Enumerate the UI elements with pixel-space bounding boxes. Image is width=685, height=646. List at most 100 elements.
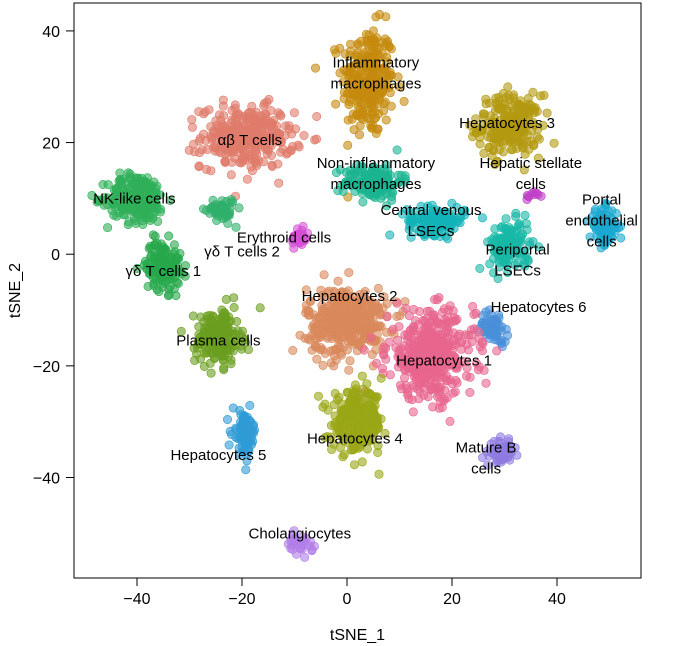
cluster-label: Hepatocytes 2: [302, 288, 398, 305]
data-point: [87, 190, 97, 200]
data-point: [344, 79, 354, 89]
data-point: [474, 327, 484, 337]
data-point: [494, 92, 504, 102]
data-point: [333, 186, 343, 196]
data-point: [359, 345, 369, 355]
data-point: [358, 115, 368, 125]
data-point: [274, 178, 284, 188]
data-point: [345, 356, 355, 366]
data-point: [523, 93, 533, 103]
data-point: [373, 89, 383, 99]
data-point: [310, 63, 320, 73]
data-point: [405, 325, 415, 335]
data-point: [116, 177, 126, 187]
data-point: [245, 400, 255, 410]
data-point: [206, 166, 216, 176]
data-point: [490, 159, 500, 169]
data-point: [477, 318, 487, 328]
data-point: [385, 70, 395, 80]
data-point: [481, 378, 491, 388]
data-point: [197, 145, 207, 155]
data-point: [255, 303, 265, 313]
cluster-label: Central venous: [381, 202, 482, 219]
data-point: [501, 324, 511, 334]
data-point: [402, 384, 412, 394]
data-point: [171, 291, 181, 301]
data-point: [475, 263, 485, 273]
data-point: [442, 376, 452, 386]
data-point: [310, 325, 320, 335]
y-tick-label: 40: [42, 24, 60, 41]
data-point: [229, 293, 239, 303]
data-point: [286, 543, 296, 553]
data-point: [347, 407, 357, 417]
cluster-label: Hepatocytes 4: [307, 430, 403, 447]
data-point: [449, 316, 459, 326]
data-point: [247, 137, 257, 147]
data-point: [143, 281, 153, 291]
data-point: [461, 371, 471, 381]
data-point: [490, 133, 500, 143]
data-point: [205, 358, 215, 368]
data-point: [173, 278, 183, 288]
data-point: [445, 416, 455, 426]
data-point: [371, 129, 381, 139]
data-point: [266, 141, 276, 151]
data-point: [519, 165, 529, 175]
data-point: [343, 115, 353, 125]
data-point: [223, 414, 233, 424]
data-point: [465, 387, 475, 397]
data-point: [371, 12, 381, 22]
data-point: [532, 107, 542, 117]
data-point: [357, 371, 367, 381]
data-point: [138, 220, 148, 230]
cluster-label: Portal: [582, 192, 621, 209]
data-point: [286, 146, 296, 156]
data-point: [379, 164, 389, 174]
data-point: [224, 145, 234, 155]
data-point: [139, 207, 149, 217]
data-point: [216, 115, 226, 125]
data-point: [431, 334, 441, 344]
data-point: [309, 541, 319, 551]
data-point: [444, 327, 454, 337]
data-point: [164, 231, 174, 241]
data-point: [471, 308, 481, 318]
data-point: [506, 225, 516, 235]
data-point: [356, 161, 366, 171]
data-point: [366, 103, 376, 113]
data-point: [539, 90, 549, 100]
data-point: [533, 124, 543, 134]
data-point: [189, 139, 199, 149]
data-point: [258, 157, 268, 167]
cluster-label: Hepatocytes 3: [459, 115, 555, 132]
data-point: [300, 552, 310, 562]
data-point: [503, 90, 513, 100]
data-point: [318, 360, 328, 370]
data-point: [215, 129, 225, 139]
data-point: [267, 160, 277, 170]
data-point: [386, 101, 396, 111]
cluster-label: Periportal: [485, 241, 549, 258]
data-point: [616, 233, 626, 243]
data-point: [188, 311, 198, 321]
cluster-label: Mature B: [456, 440, 517, 457]
data-point: [350, 380, 360, 390]
data-point: [377, 37, 387, 47]
data-point: [199, 129, 209, 139]
data-point: [485, 98, 495, 108]
cluster-label: LSECs: [494, 262, 541, 279]
cluster-label: macrophages: [330, 176, 421, 193]
y-axis-title: tSNE_2: [7, 263, 24, 318]
data-point: [366, 80, 376, 90]
data-point: [341, 311, 351, 321]
cluster-points-1: [465, 82, 559, 175]
data-point: [382, 52, 392, 62]
cluster-label: cells: [516, 176, 546, 193]
data-point: [154, 287, 164, 297]
data-point: [524, 192, 534, 202]
data-point: [499, 98, 509, 108]
data-point: [199, 204, 209, 214]
cluster-label: macrophages: [330, 75, 421, 92]
